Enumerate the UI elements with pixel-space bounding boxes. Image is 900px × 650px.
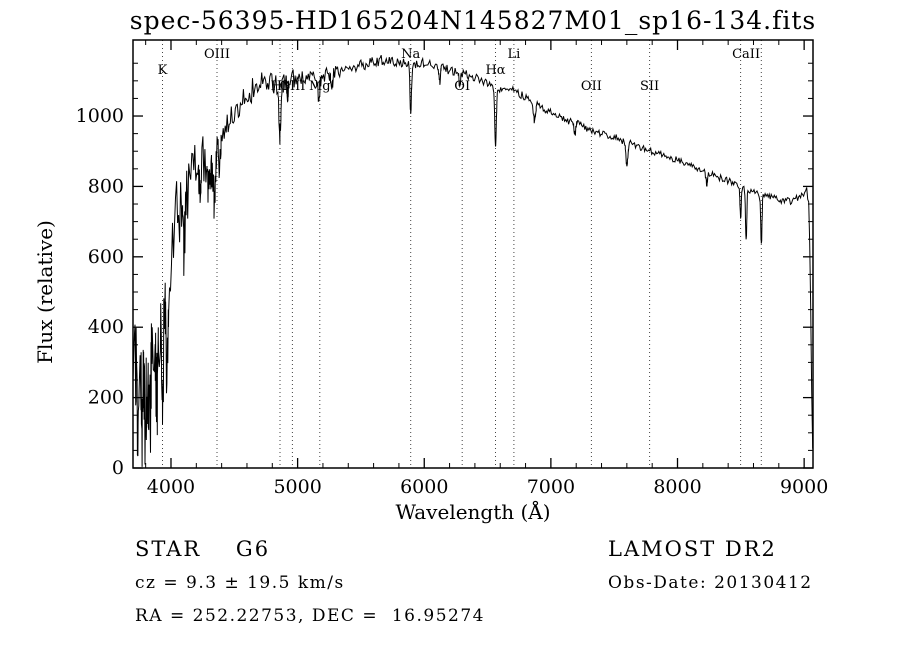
spectral-line-label: CaII	[732, 47, 760, 62]
x-axis-label: Wavelength (Å)	[395, 499, 550, 524]
spectral-line-label: Mg	[309, 79, 331, 94]
cz-text: cz = 9.3 ± 19.5 km/s	[135, 573, 345, 593]
spectrum-trace	[132, 55, 814, 467]
chart-title: spec-56395-HD165204N145827M01_sp16-134.f…	[130, 6, 816, 35]
spectrum-chart: spec-56395-HD165204N145827M01_sp16-134.f…	[33, 6, 828, 524]
object-class-text: STAR G6	[135, 537, 271, 561]
y-tick-label: 0	[112, 457, 124, 479]
plot-frame	[132, 39, 814, 469]
spectral-line-label: OIII	[279, 79, 305, 94]
y-tick-label: 600	[88, 246, 124, 268]
footer-right: LAMOST DR2 Obs-Date: 20130412	[608, 537, 813, 606]
y-tick-label: 400	[88, 316, 124, 338]
x-tick-label: 4000	[147, 476, 195, 498]
y-axis-label: Flux (relative)	[33, 220, 57, 364]
spectral-line-label: OI	[454, 79, 470, 94]
y-tick-label: 200	[88, 387, 124, 409]
obs-date-text: Obs-Date: 20130412	[608, 573, 813, 593]
spectral-line-label: OII	[581, 79, 602, 94]
x-tick-label: 9000	[780, 476, 828, 498]
y-tick-label: 800	[88, 175, 124, 197]
spectral-line-label: Na	[401, 47, 420, 62]
spectral-line-label: Li	[508, 47, 521, 62]
survey-text: LAMOST DR2	[608, 537, 777, 561]
x-tick-label: 5000	[273, 476, 321, 498]
y-tick-label: 1000	[76, 105, 124, 127]
spectral-line-label: K	[158, 63, 168, 78]
x-tick-label: 7000	[527, 476, 575, 498]
x-tick-label: 8000	[653, 476, 701, 498]
spectral-line-label: Hα	[485, 63, 505, 78]
spectral-line-label: Hβ	[271, 79, 290, 94]
spectral-line-label: SII	[640, 79, 659, 94]
coordinates-text: RA = 252.22753, DEC = 16.95274	[135, 606, 485, 626]
spectral-line-label: OIII	[204, 47, 230, 62]
x-tick-label: 6000	[400, 476, 448, 498]
footer-left: STAR G6 cz = 9.3 ± 19.5 km/s RA = 252.22…	[135, 537, 485, 639]
